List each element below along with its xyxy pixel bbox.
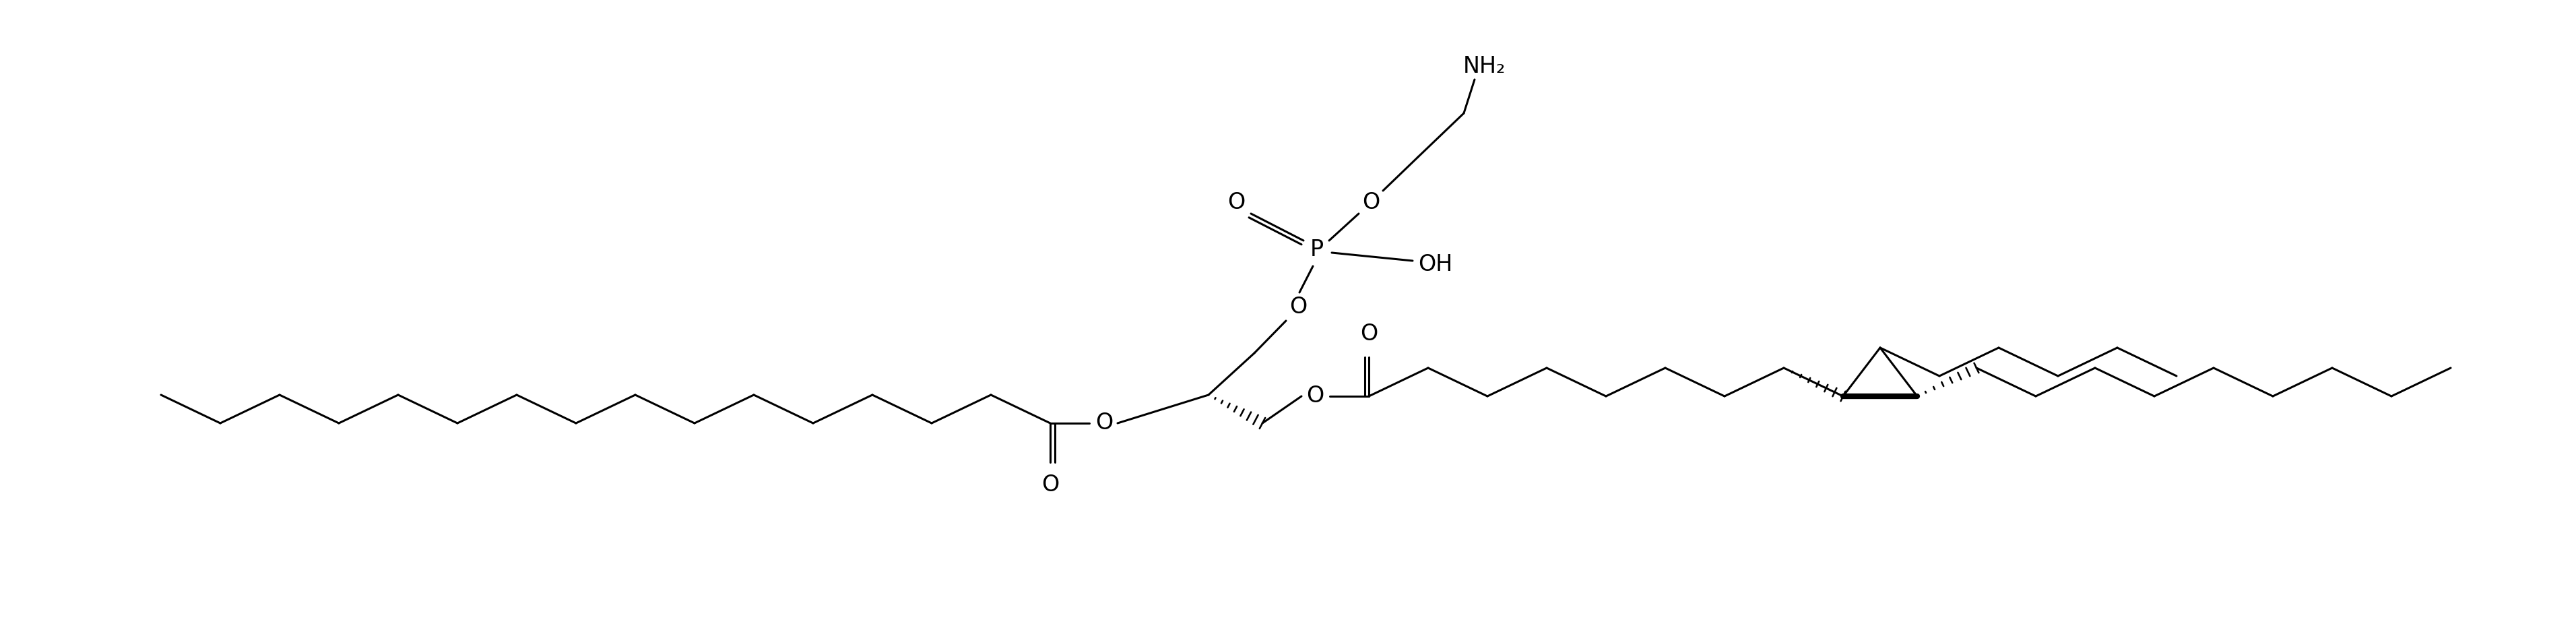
Text: O: O [1363, 192, 1381, 214]
Text: NH₂: NH₂ [1463, 55, 1504, 77]
Text: O: O [1360, 323, 1378, 345]
Text: OH: OH [1417, 254, 1453, 276]
Text: O: O [1306, 385, 1324, 407]
Text: P: P [1311, 239, 1324, 261]
Text: O: O [1226, 192, 1244, 214]
Text: O: O [1041, 474, 1059, 496]
Text: O: O [1288, 296, 1306, 318]
Text: O: O [1095, 412, 1113, 434]
